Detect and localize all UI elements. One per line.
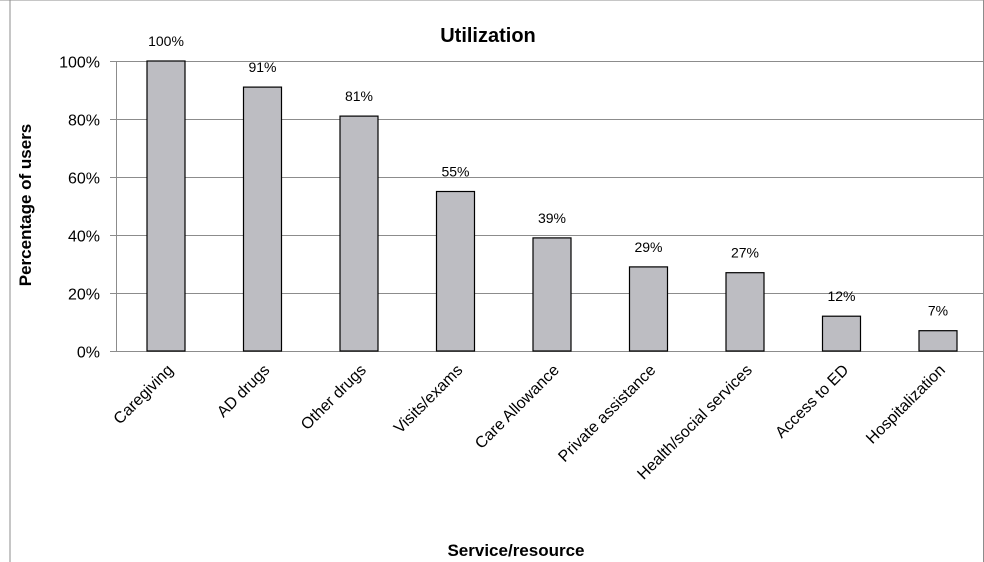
bar xyxy=(146,60,186,352)
bar xyxy=(339,115,379,352)
bar xyxy=(821,315,862,352)
y-tick-label: 20% xyxy=(68,287,100,304)
bar xyxy=(628,266,669,352)
x-axis-title: Service/resource xyxy=(447,541,584,560)
y-tick-label: 80% xyxy=(68,113,100,130)
y-axis-title: Percentage of users xyxy=(16,124,35,287)
bar xyxy=(435,190,476,352)
bar xyxy=(918,330,958,352)
chart-title: Utilization xyxy=(440,25,536,47)
data-label: 91% xyxy=(248,59,276,75)
bar xyxy=(242,86,283,352)
x-category-labels: Caregiving AD drugs Other drugs Visits/exam… xyxy=(111,362,949,484)
bar xyxy=(532,237,572,352)
x-category-label: Visits/exams xyxy=(391,362,466,437)
y-tick-label: 0% xyxy=(77,345,100,362)
data-label: 55% xyxy=(441,164,469,180)
y-tick-label: 100% xyxy=(59,55,100,72)
x-category-label: Access to ED xyxy=(772,362,852,442)
y-tick-labels: 0% 20% 40% 60% 80% 100% xyxy=(59,55,100,362)
data-labels: 100% 91% 81% 55% 39% 29% 27% 12% 7% xyxy=(148,33,948,319)
bars xyxy=(146,60,958,352)
x-category-label: Other drugs xyxy=(298,362,370,434)
y-tick-label: 40% xyxy=(68,229,100,246)
y-tick-label: 60% xyxy=(68,171,100,188)
data-label: 81% xyxy=(345,88,373,104)
x-category-label: Care Allowance xyxy=(472,362,563,453)
data-label: 12% xyxy=(827,288,855,304)
data-label: 100% xyxy=(148,33,184,49)
data-label: 39% xyxy=(538,210,566,226)
data-label: 27% xyxy=(731,245,759,261)
x-category-label: AD drugs xyxy=(214,362,273,421)
x-category-label: Caregiving xyxy=(111,362,177,428)
data-label: 7% xyxy=(928,303,948,319)
bar xyxy=(725,272,765,352)
data-label: 29% xyxy=(634,239,662,255)
x-category-label: Hospitalization xyxy=(863,362,949,448)
x-category-label: Private assistance xyxy=(555,362,659,466)
